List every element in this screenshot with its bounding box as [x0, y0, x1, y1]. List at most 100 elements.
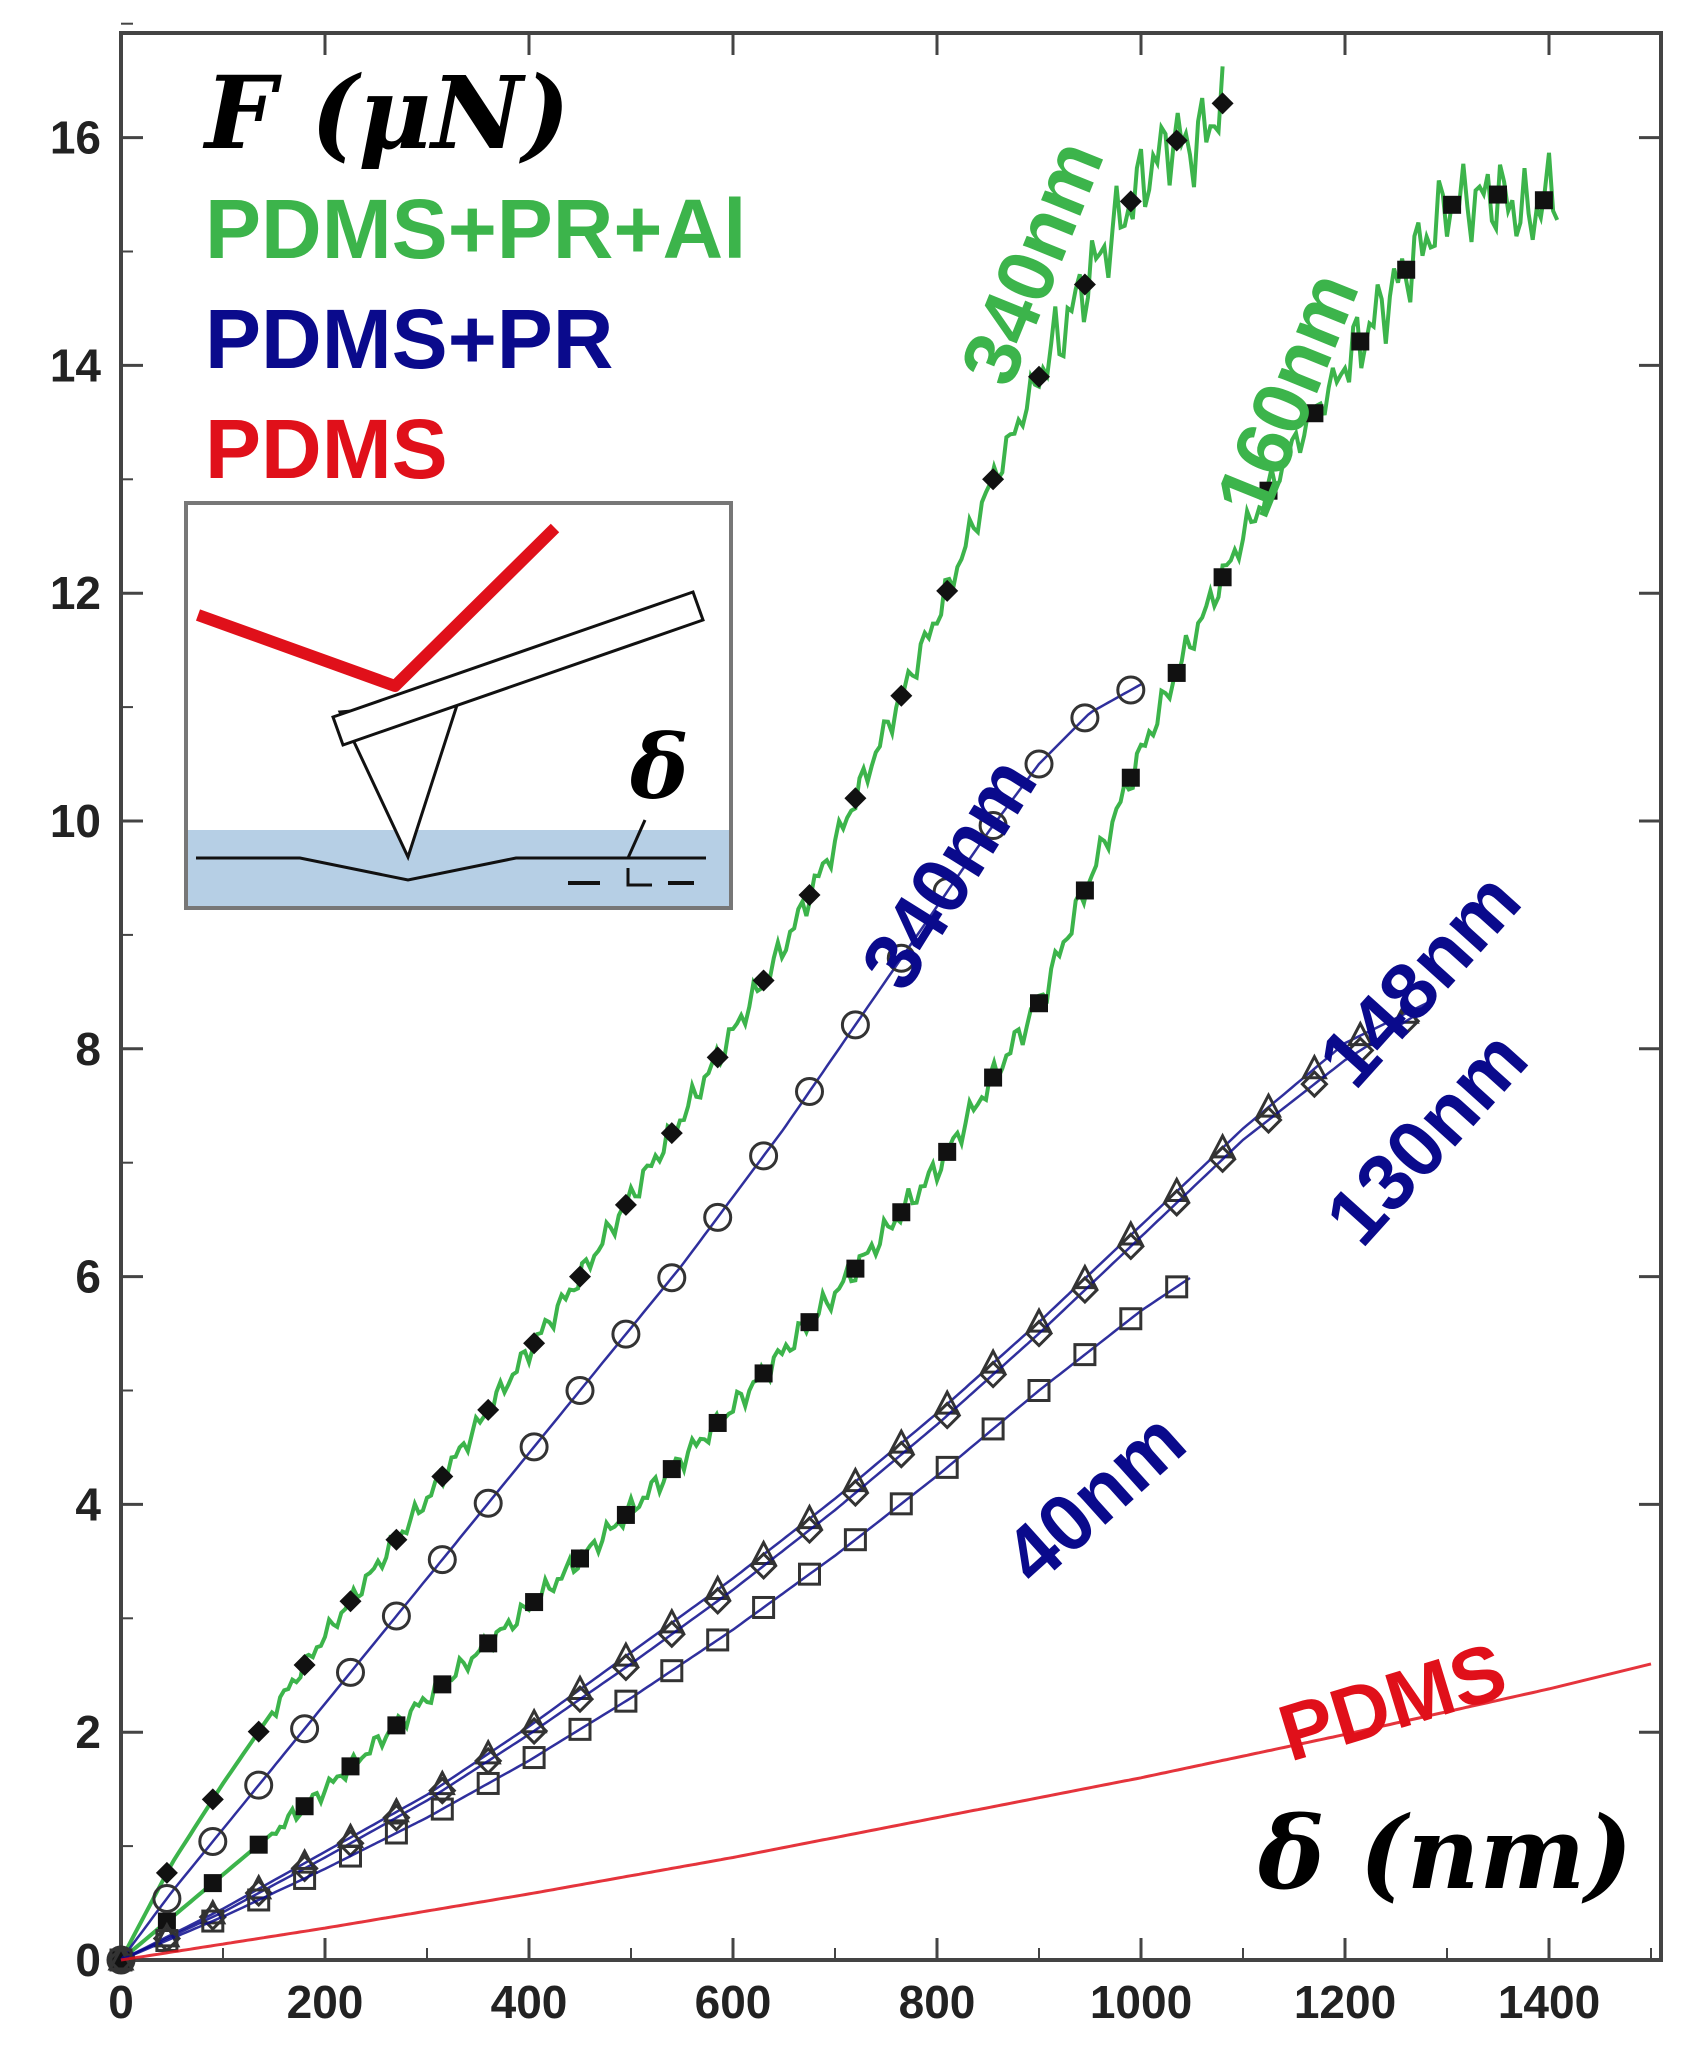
x-tick-label: 1000 — [1090, 1976, 1192, 2028]
data-point — [431, 1465, 454, 1488]
data-point — [427, 1545, 457, 1575]
data-point — [750, 1539, 778, 1566]
data-point — [982, 468, 1005, 491]
data-point — [1300, 1053, 1328, 1080]
data-point — [1165, 1275, 1189, 1299]
data-point — [887, 1427, 915, 1454]
series-pdms-pr-al-160nm — [112, 152, 1560, 1969]
data-point — [614, 1193, 637, 1216]
data-point — [800, 1313, 819, 1332]
data-point — [840, 1010, 870, 1040]
inset-diagram: δ — [184, 501, 733, 910]
data-point — [752, 1595, 776, 1619]
x-axis-title: δ (nm) — [1257, 1794, 1633, 1912]
series-line — [120, 1276, 1191, 1962]
data-point — [938, 1142, 957, 1161]
y-tick-label: 2 — [75, 1706, 101, 1758]
data-point — [244, 1770, 274, 1800]
data-point — [795, 1515, 824, 1545]
data-point — [1165, 129, 1188, 152]
data-point — [290, 1714, 320, 1744]
y-tick-label: 12 — [50, 567, 101, 619]
data-point — [341, 1757, 360, 1776]
data-point — [703, 1586, 732, 1616]
legend-entry-pdms: PDMS — [205, 402, 448, 496]
data-point — [1351, 332, 1370, 351]
x-tick-label: 0 — [108, 1976, 134, 2028]
legend-entry-pdms-pr-al: PDMS+PR+Al — [205, 182, 747, 276]
data-point — [612, 1640, 640, 1667]
data-point — [1028, 365, 1050, 388]
data-point — [428, 1776, 457, 1805]
data-point — [155, 1861, 178, 1884]
data-point — [565, 1685, 595, 1714]
data-point — [1024, 1319, 1054, 1348]
data-point — [749, 1141, 779, 1171]
inset-delta-symbol: δ — [629, 715, 689, 819]
data-point — [932, 877, 962, 907]
data-point — [614, 1689, 638, 1713]
data-point — [978, 1360, 1008, 1389]
data-point — [525, 1593, 544, 1612]
x-tick-label: 600 — [695, 1976, 772, 2028]
series-line — [119, 683, 1142, 1961]
data-point — [1024, 749, 1054, 779]
data-point — [568, 1717, 592, 1741]
data-point — [981, 1417, 1005, 1441]
y-tick-label: 8 — [75, 1023, 101, 1075]
data-point — [201, 1909, 225, 1933]
data-point — [336, 1657, 365, 1687]
y-tick-label: 0 — [75, 1934, 101, 1986]
series-pdms-pr-40nm — [109, 1275, 1191, 1972]
inset-surface-line — [196, 856, 706, 882]
data-point — [1070, 1275, 1100, 1305]
data-point — [892, 1203, 911, 1222]
x-tick-label: 1400 — [1498, 1976, 1600, 2028]
data-point — [1119, 190, 1142, 213]
data-point — [1489, 185, 1507, 204]
inset-substrate — [188, 830, 729, 906]
data-point — [841, 1466, 869, 1493]
data-point — [1073, 273, 1096, 296]
data-point — [522, 1746, 546, 1770]
data-point — [477, 1398, 500, 1421]
data-point — [979, 1347, 1007, 1374]
y-tick-label: 16 — [50, 112, 101, 164]
data-point — [247, 1888, 271, 1912]
data-point — [1300, 1069, 1329, 1099]
data-point — [978, 811, 1008, 841]
data-point — [476, 1771, 500, 1795]
inset-laser-beam — [195, 523, 560, 692]
data-point — [571, 1549, 589, 1568]
data-point — [523, 1332, 546, 1355]
data-point — [703, 1202, 733, 1232]
data-point — [984, 1068, 1003, 1087]
data-point — [844, 787, 867, 810]
data-point — [841, 1478, 870, 1508]
data-point — [936, 579, 959, 602]
data-point — [706, 1046, 729, 1069]
data-point — [889, 1492, 913, 1516]
data-point — [382, 1803, 411, 1832]
data-point — [1305, 404, 1324, 423]
series-pdms-pdms — [120, 1662, 1652, 1962]
y-tick-label: 14 — [50, 339, 102, 391]
data-point — [198, 1827, 228, 1857]
data-point — [1025, 1306, 1053, 1333]
series-pdms-pr-340nm — [106, 675, 1146, 1975]
data-point — [1397, 260, 1416, 279]
data-point — [339, 1590, 362, 1613]
data-point — [886, 943, 916, 973]
inset-delta-pointer — [626, 819, 647, 859]
axes-layer: 0 200 400 600 800 1000 1200 1400 0 2 4 6 8 10 12 14 16 — [50, 22, 1661, 2028]
data-point — [660, 1122, 683, 1145]
series-line — [120, 1014, 1416, 1962]
data-point — [660, 1659, 684, 1683]
data-point — [381, 1601, 411, 1631]
data-point — [198, 1902, 227, 1932]
inset-delta-leader — [626, 868, 652, 887]
data-point — [247, 1720, 270, 1743]
data-point — [1071, 1263, 1099, 1290]
legend-entry-pdms-pr: PDMS+PR — [205, 292, 613, 386]
data-point — [752, 969, 775, 992]
